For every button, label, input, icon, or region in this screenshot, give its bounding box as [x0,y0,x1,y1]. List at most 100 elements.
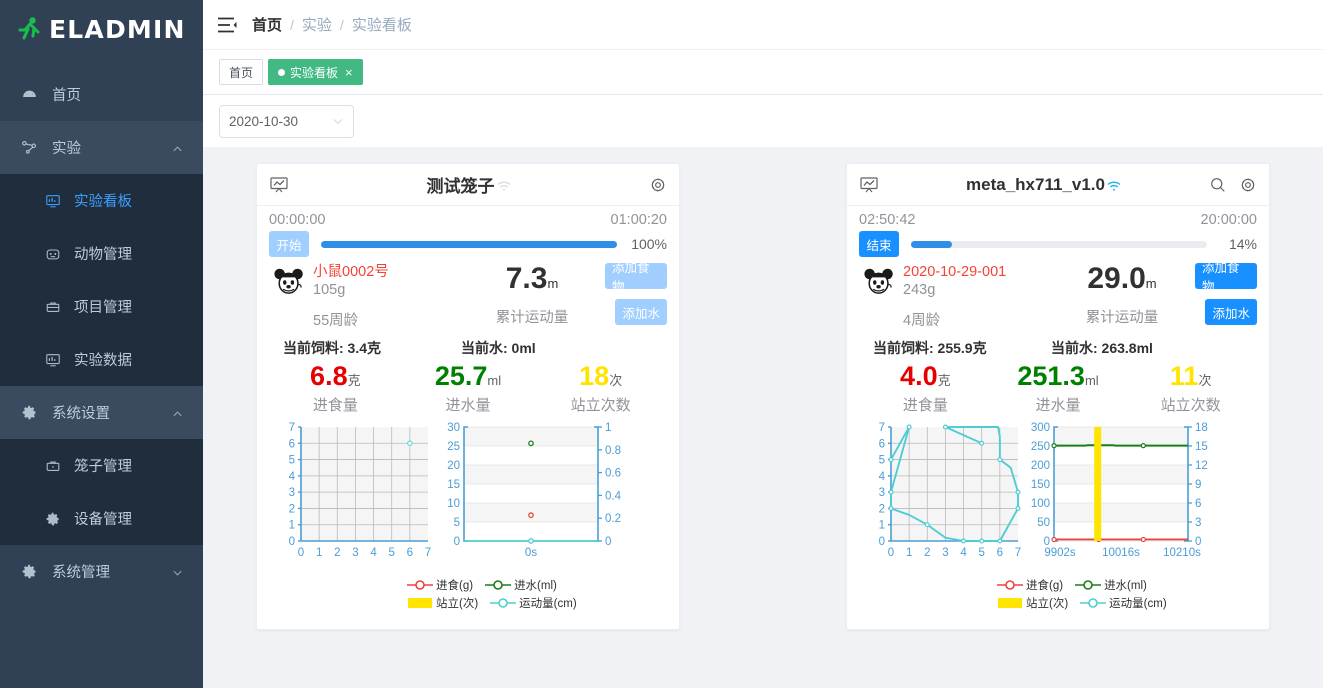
breadcrumb-item-2[interactable]: 实验看板 [351,17,412,34]
breadcrumb-item-0[interactable]: 首页 [252,17,283,34]
activity-unit: m [547,276,559,291]
add-water-button[interactable]: 添加水 [615,299,667,325]
sidebar-item-device-management[interactable]: 设备管理 [0,492,203,545]
legend-item-movement[interactable]: 运动量(cm) [490,595,577,611]
breadcrumb-item-1[interactable]: 实验 [301,17,332,34]
svg-text:6: 6 [879,438,885,450]
chevron-up-icon [172,142,183,153]
svg-text:10: 10 [447,498,460,510]
add-food-button[interactable]: 添加食物 [605,261,667,294]
stat-food: 6.8克 进食量 [269,360,402,415]
sidebar-group-system-settings[interactable]: 系统设置 [0,386,203,439]
sidebar-item-label: 动物管理 [74,247,132,263]
animal-row: 2020-10-29-001 243g 4周龄 29.0m 累计运动量 添加食物… [847,257,1269,330]
stat-value: 6.8 [310,360,348,391]
svg-text:100: 100 [1031,498,1050,510]
activity-label: 累计运动量 [495,310,569,326]
sidebar-item-project-management[interactable]: 项目管理 [0,280,203,333]
stat-water: 251.3ml 进水量 [992,361,1125,415]
hamburger-icon[interactable] [217,16,238,34]
brand-logo[interactable]: ELADMIN [0,4,203,54]
timeseries-chart[interactable]: 0 5 10 15 20 25 30 0 0.2 0.4 0.6 0.8 1 0s [438,421,628,576]
svg-text:5: 5 [289,454,295,466]
add-food-button[interactable]: 添加食物 [1195,261,1257,294]
legend-item-food[interactable]: 进食(g) [997,577,1063,593]
gear-icon[interactable] [1239,176,1257,194]
card-action-buttons: 添加食物 添加水 [1195,261,1257,325]
svg-text:0: 0 [605,536,611,548]
legend-label: 站立(次) [1026,597,1069,610]
svg-text:0: 0 [888,547,894,559]
svg-text:0: 0 [298,547,304,559]
svg-text:18: 18 [1195,422,1208,434]
state-button[interactable]: 开始 [269,231,309,257]
activity-block: 29.0m 累计运动量 [1049,263,1195,327]
stat-standing: 11次 站立次数 [1124,361,1257,415]
stat-standing: 18次 站立次数 [534,360,667,415]
legend-item-standing[interactable]: 站立(次) [997,595,1068,611]
tag-home[interactable]: 首页 [219,59,264,85]
chevron-up-icon [172,407,183,418]
sidebar-item-label: 项目管理 [74,300,132,316]
close-icon[interactable]: × [345,64,353,80]
svg-text:1: 1 [316,547,322,559]
tag-experiment-board[interactable]: 实验看板 × [268,59,363,85]
sidebar-group-system-management[interactable]: 系统管理 [0,545,203,598]
main-area: 首页 / 实验 / 实验看板 首页 实验看板 × 2020-10-30 [203,0,1323,688]
svg-text:15: 15 [1195,441,1208,453]
chart-legend: 进食(g) 进水(ml) 站立(次) [847,576,1269,611]
legend-item-water[interactable]: 进水(ml) [1075,577,1147,593]
presentation-chart-icon[interactable] [269,175,289,195]
svg-text:200: 200 [1031,460,1050,472]
animal-id: 小鼠0002号 [313,264,389,280]
legend-label: 运动量(cm) [1109,597,1167,610]
svg-text:4: 4 [289,471,296,483]
progress-bar: 100% [321,236,667,252]
sidebar-item-cage-management[interactable]: 笼子管理 [0,439,203,492]
stat-unit: 克 [347,372,361,388]
svg-text:3: 3 [1195,517,1201,529]
state-button[interactable]: 结束 [859,231,899,257]
stat-label: 进食量 [312,396,358,414]
animal-id: 2020-10-29-001 [903,264,1007,280]
gear-icon[interactable] [649,176,667,194]
sidebar-item-animal-management[interactable]: 动物管理 [0,227,203,280]
svg-text:5: 5 [454,517,460,529]
brand-name: ELADMIN [49,14,186,44]
mouse-avatar-icon [864,268,893,294]
date-select[interactable]: 2020-10-30 [219,104,354,138]
sidebar-group-experiment[interactable]: 实验 [0,121,203,174]
sidebar-item-label: 笼子管理 [74,459,132,475]
legend-item-movement[interactable]: 运动量(cm) [1080,595,1167,611]
legend-item-standing[interactable]: 站立(次) [407,595,478,611]
sidebar-item-home[interactable]: 首页 [0,68,203,121]
box-icon [44,458,62,474]
time-end: 20:00:00 [1200,212,1257,228]
sidebar-item-experiment-data[interactable]: 实验数据 [0,333,203,386]
presentation-chart-icon[interactable] [859,175,879,195]
legend-item-water[interactable]: 进水(ml) [485,577,557,593]
sidebar-item-experiment-board[interactable]: 实验看板 [0,174,203,227]
timeseries-chart[interactable]: 0 50 100 150 200 250 300 0 3 6 9 12 15 18 9902s 10016s 1… [1028,421,1218,576]
svg-text:0.6: 0.6 [605,467,621,479]
legend-item-food[interactable]: 进食(g) [407,577,473,593]
tags-view: 首页 实验看板 × [203,50,1323,95]
sidebar: ELADMIN 首页 [0,0,203,688]
search-icon[interactable] [1209,176,1227,194]
stat-value: 18 [579,360,610,391]
chart-legend: 进食(g) 进水(ml) 站立(次) [257,576,679,611]
add-water-button[interactable]: 添加水 [1205,299,1257,325]
svg-text:3: 3 [879,487,885,499]
svg-text:10210s: 10210s [1163,547,1201,559]
stats-row: 6.8克 进食量 25.7ml 进水量 18次 站立次 [257,358,679,415]
tag-active-dot [278,68,286,76]
svg-text:3: 3 [289,487,295,499]
sidebar-item-label: 实验数据 [74,353,132,369]
svg-text:2: 2 [924,547,930,559]
tag-label: 实验看板 [290,65,339,80]
